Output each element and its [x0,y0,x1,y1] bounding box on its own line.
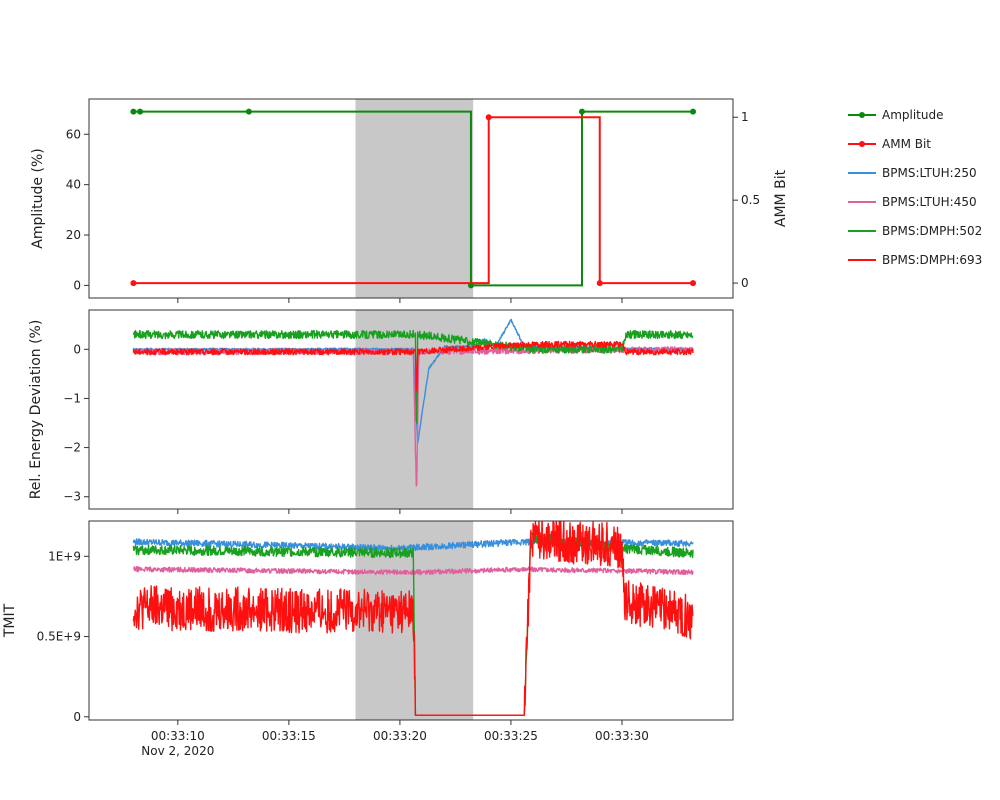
y-tick-label: −2 [63,441,81,455]
x-tick-label: 00:33:10 [151,729,205,743]
y-tick-label: 0 [73,278,81,292]
shaded-region [355,99,474,298]
y-axis-label: Amplitude (%) [30,148,46,248]
series-group [132,521,694,716]
legend: Amplitude AMM Bit BPMS:LTUH:250 BPMS:LTUH:4… [848,108,982,267]
legend-label: BPMS:DMPH:693 [882,253,982,267]
y-right-axis-label: AMM Bit [773,169,789,227]
y-tick-label: 0 [73,342,81,356]
y-right-tick-label: 0.5 [741,193,760,207]
plot-frame [88,520,734,721]
legend-label: BPMS:LTUH:450 [882,195,977,209]
legend-label: BPMS:DMPH:502 [882,224,982,238]
legend-label: Amplitude [882,108,944,122]
y-tick-label: 1E+9 [48,549,81,563]
series-line-Amplitude [133,110,694,287]
panel-middle: 0 −1 −2 −3 Rel. Energy Deviation (%) [28,309,734,514]
x-tick-label: 00:33:25 [484,729,538,743]
y-tick-label: 40 [66,178,81,192]
series-point-Amplitude [130,108,137,115]
y-axis-label: TMIT [2,603,18,638]
legend-label: BPMS:LTUH:250 [882,166,977,180]
legend-label: AMM Bit [882,137,931,151]
series-point-AMM Bit [596,280,603,287]
y-tick-label: −1 [63,391,81,405]
series-line-BPMS:DMPH:693 [132,340,694,392]
panel-top: 0 20 40 60 Amplitude (%) 0 0.5 1 AMM Bit [30,98,789,303]
series-group [132,318,694,487]
plot-frame [88,309,734,510]
legend-marker [859,112,865,118]
x-tick-label: 00:33:30 [595,729,649,743]
x-tick-label: 00:33:20 [373,729,427,743]
series-point-AMM Bit [130,280,137,287]
y-tick-label: 60 [66,127,81,141]
y-tick-label: 0.5E+9 [37,630,81,644]
series-point-Amplitude [137,108,144,115]
panel-bottom: 0 0.5E+9 1E+9 TMIT 00:33:10 00:33:15 00:33:20 0… [2,520,734,758]
legend-marker [859,141,865,147]
y-axis-label: Rel. Energy Deviation (%) [28,320,44,500]
y-right-tick-label: 0 [741,276,749,290]
plot-frame [88,98,734,299]
series-group [130,108,697,289]
y-tick-label: −3 [63,490,81,504]
y-right-tick-label: 1 [741,110,749,124]
series-point-AMM Bit [690,280,697,287]
x-date-label: Nov 2, 2020 [141,744,214,758]
series-point-Amplitude [578,108,585,115]
x-tick-label: 00:33:15 [262,729,316,743]
series-point-Amplitude [690,108,697,115]
series-line-BPMS:DMPH:693 [132,521,694,716]
series-point-AMM Bit [485,114,492,121]
y-tick-label: 20 [66,228,81,242]
series-point-Amplitude [245,108,252,115]
series-line-AMM Bit [133,116,694,285]
y-tick-label: 0 [73,710,81,724]
